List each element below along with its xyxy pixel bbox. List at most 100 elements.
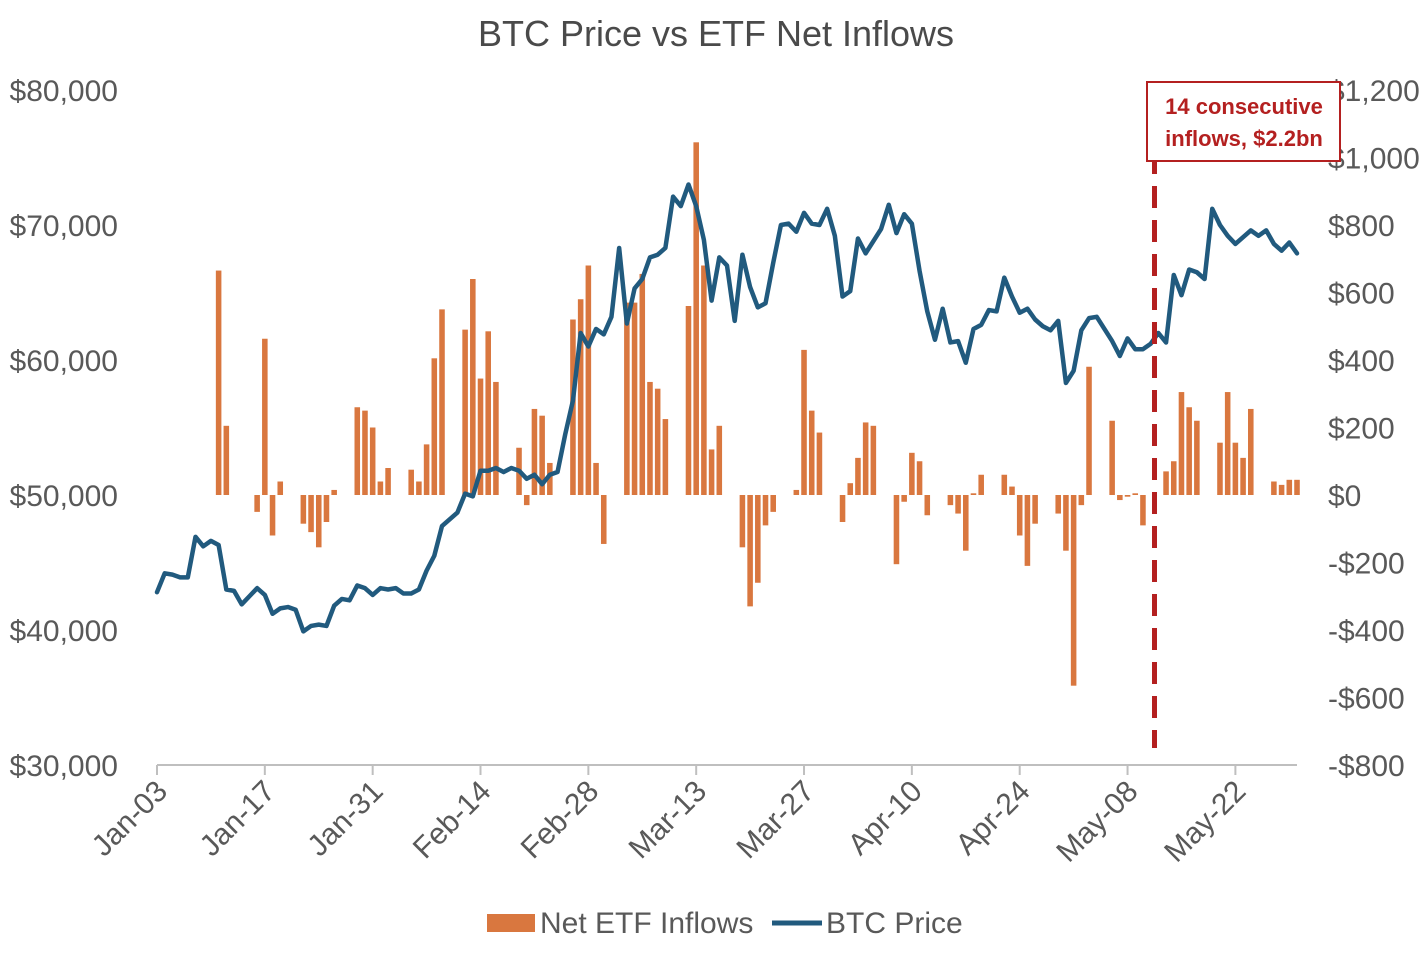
inflow-bar	[685, 306, 692, 495]
inflow-bar	[1117, 495, 1123, 501]
inflow-bar	[493, 381, 499, 495]
inflow-bar	[1178, 392, 1185, 495]
inflow-bar	[762, 495, 769, 526]
x-tick-label: Feb-28	[515, 775, 606, 866]
inflow-bar	[223, 425, 230, 495]
inflow-bar	[1032, 495, 1038, 524]
right-tick-label: $1,000	[1328, 143, 1420, 176]
inflow-bar	[1086, 366, 1092, 495]
right-tick-label: $800	[1328, 210, 1395, 243]
inflow-bar	[1294, 479, 1300, 495]
inflow-bar	[423, 444, 430, 496]
inflow-bar	[1016, 495, 1023, 536]
left-tick-label: $60,000	[10, 345, 118, 378]
inflow-bar	[369, 427, 376, 495]
inflow-bar	[1055, 495, 1061, 514]
right-tick-label: -$800	[1328, 750, 1405, 783]
inflow-bar	[262, 338, 268, 495]
inflow-bar	[585, 265, 592, 495]
inflow-bar	[901, 495, 907, 502]
x-tick-label: Jan-03	[86, 775, 174, 863]
inflow-bar	[1109, 420, 1115, 495]
right-tick-label: -$600	[1328, 683, 1405, 716]
right-axis-ticks: -$800 -$600 -$400 -$200 $0 $200 $400 $600 $800 $1…	[1328, 75, 1420, 783]
inflow-bar	[1063, 495, 1069, 551]
inflow-bar	[593, 462, 599, 495]
left-tick-label: $50,000	[10, 480, 118, 513]
inflow-bar	[624, 302, 630, 495]
inflow-bar	[909, 452, 915, 495]
inflow-bar	[716, 425, 723, 495]
inflow-bar	[1240, 457, 1246, 496]
inflow-bar	[770, 495, 776, 512]
legend-label-inflows: Net ETF Inflows	[540, 907, 753, 940]
inflow-bar	[408, 469, 414, 495]
inflow-bar	[523, 495, 530, 506]
inflow-bar	[1140, 495, 1146, 526]
x-tick-label: May-08	[1050, 775, 1144, 869]
inflow-bar	[485, 331, 491, 495]
inflow-bar	[654, 388, 661, 495]
right-tick-label: $400	[1328, 345, 1395, 378]
inflow-bar	[1224, 392, 1231, 495]
inflow-bar	[947, 495, 954, 506]
x-tick-label: Apr-24	[950, 775, 1037, 862]
x-tick-label: Feb-14	[407, 775, 498, 866]
inflow-bar	[1217, 442, 1223, 495]
inflow-bar	[1286, 479, 1293, 495]
inflow-bar	[439, 309, 445, 495]
inflow-bar	[269, 495, 276, 536]
left-tick-label: $30,000	[10, 750, 118, 783]
inflow-bar	[1163, 471, 1169, 496]
x-tick-label: Mar-13	[623, 775, 714, 866]
inflow-bar	[647, 381, 653, 495]
btc-price-line-group	[154, 182, 1300, 634]
inflow-bar	[839, 495, 846, 522]
left-tick-label: $70,000	[10, 210, 118, 243]
inflow-bar	[808, 410, 815, 496]
inflow-bar	[377, 481, 384, 495]
inflow-bar	[862, 422, 869, 495]
inflow-bar	[739, 495, 746, 548]
x-tick-label: Mar-27	[730, 775, 821, 866]
right-tick-label: $600	[1328, 278, 1395, 311]
inflow-bar	[416, 481, 422, 495]
inflow-bar	[315, 495, 322, 548]
legend-swatch-inflows	[487, 914, 535, 932]
annotation-group: 14 consecutive inflows, $2.2bn	[1146, 81, 1341, 748]
inflow-bar	[801, 349, 807, 496]
x-tick-label: Apr-10	[842, 775, 929, 862]
inflow-bar	[847, 483, 854, 495]
annotation-box	[1146, 81, 1341, 162]
inflow-bar	[978, 474, 984, 495]
inflow-bar	[1271, 481, 1277, 495]
inflow-bar	[893, 495, 900, 565]
inflow-bar	[701, 265, 707, 495]
inflow-bar	[855, 457, 861, 496]
btc-price-line	[154, 182, 1300, 634]
inflow-bar	[1194, 420, 1200, 495]
right-tick-label: -$400	[1328, 615, 1405, 648]
inflow-bar	[323, 495, 330, 522]
annotation-text-line-2: inflows, $2.2bn	[1165, 126, 1323, 151]
inflow-bar	[362, 410, 368, 496]
annotation-text-line-1: 14 consecutive	[1165, 94, 1323, 119]
left-axis-ticks: $30,000 $40,000 $50,000 $60,000 $70,000 $80,0…	[10, 75, 118, 783]
right-tick-label: $0	[1328, 480, 1361, 513]
inflow-bar	[1009, 486, 1015, 495]
right-tick-label: $1,200	[1328, 75, 1420, 108]
inflow-bar	[462, 329, 468, 496]
inflow-bar	[1248, 408, 1254, 495]
inflow-bar	[708, 449, 715, 495]
inflow-bar	[531, 408, 538, 495]
inflow-bar	[477, 378, 484, 495]
inflow-bar	[385, 468, 391, 495]
inflow-bar	[470, 279, 476, 495]
inflow-bars	[215, 142, 1300, 686]
inflow-bar	[1132, 493, 1139, 495]
x-axis-ticks: Jan-03 Jan-17 Jan-31 Feb-14 Feb-28 Mar-13 Mar-…	[86, 765, 1252, 869]
inflow-bar	[539, 415, 545, 495]
inflow-bar	[277, 481, 284, 495]
inflow-bar	[631, 302, 638, 495]
inflow-bar	[870, 425, 877, 495]
